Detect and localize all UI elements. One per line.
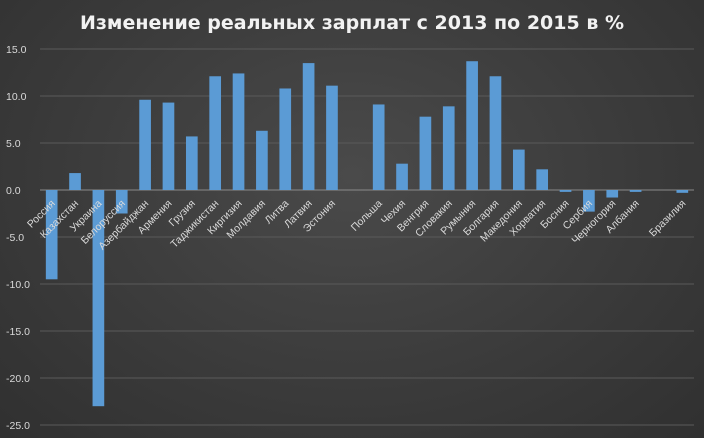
x-tick-label: Бразилия (647, 198, 689, 240)
gridlines (40, 48, 694, 426)
bar (583, 190, 595, 212)
bar (536, 169, 549, 190)
y-tick-label: 5.0 (6, 138, 21, 150)
y-tick-label: -20.0 (6, 373, 30, 385)
bar (256, 130, 268, 190)
bar (139, 99, 151, 190)
bar (185, 136, 198, 190)
y-tick-label: 0.0 (6, 185, 21, 197)
bar (489, 76, 502, 190)
bar (45, 190, 58, 280)
bar (162, 102, 175, 190)
chart-title: Изменение реальных зарплат с 2013 по 201… (80, 12, 624, 34)
bar (302, 63, 315, 190)
bar (419, 116, 432, 190)
bar (512, 149, 525, 190)
y-tick-label: -25.0 (6, 420, 30, 432)
y-axis-ticks: 15.0 10.0 5.0 0.0 -5.0 -10.0 -15.0 -20.0 -25.0 (6, 44, 30, 432)
bar (606, 190, 619, 198)
bar (326, 85, 338, 190)
bar (559, 190, 572, 192)
bar (232, 73, 245, 190)
y-tick-label: -5.0 (6, 232, 24, 244)
bar (466, 61, 478, 190)
bar (92, 190, 105, 407)
bar (442, 106, 455, 190)
bar (209, 76, 222, 190)
bar (69, 173, 81, 190)
bar (396, 163, 408, 190)
bar (115, 190, 128, 214)
bar (676, 190, 689, 193)
y-tick-label: -15.0 (6, 326, 30, 338)
bar (629, 190, 642, 192)
bar (279, 88, 292, 190)
y-tick-label: -10.0 (6, 279, 30, 291)
bars (45, 61, 689, 407)
y-tick-label: 10.0 (6, 91, 27, 103)
x-axis-ticks: РоссияКазахстанУкраинаБелоруссияАзербайд… (25, 197, 688, 252)
y-tick-label: 15.0 (6, 44, 27, 56)
bar (372, 104, 385, 190)
x-tick-label: Польша (349, 198, 385, 234)
